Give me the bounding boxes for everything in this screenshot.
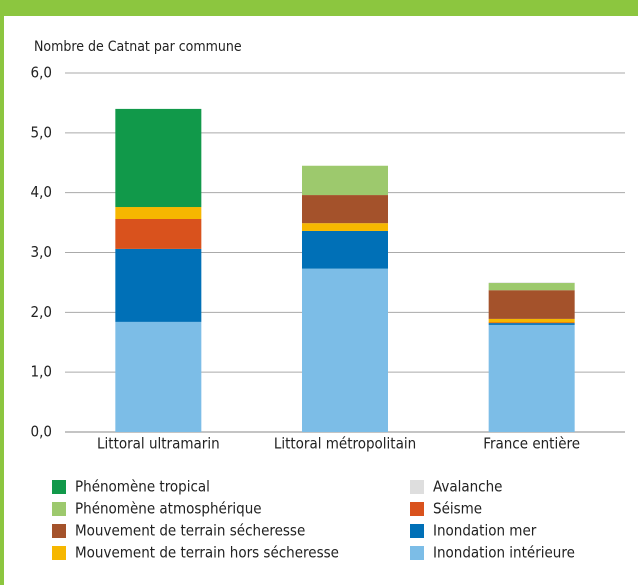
header-banner (0, 0, 638, 16)
bar-segment (115, 248, 202, 322)
legend-swatch (52, 524, 66, 538)
legend-swatch (52, 546, 66, 560)
legend-swatch (410, 524, 424, 538)
y-tick-label: 2,0 (31, 303, 52, 321)
legend-label: Avalanche (433, 478, 502, 496)
y-tick-label: 4,0 (31, 183, 52, 201)
y-tick-label: 1,0 (31, 363, 52, 381)
bar-segment (302, 230, 388, 269)
legend-label: Phénomène atmosphérique (75, 500, 262, 518)
legend-label: Inondation intérieure (433, 544, 575, 562)
legend-label: Inondation mer (433, 522, 537, 540)
bar-segment (488, 282, 575, 284)
x-tick-label: Littoral métropolitain (274, 435, 416, 453)
bar-segment (302, 268, 388, 432)
bar-segment (488, 324, 575, 432)
legend-label: Mouvement de terrain hors sécheresse (75, 544, 339, 562)
bar-segment (302, 223, 388, 231)
bar-segment (115, 218, 202, 249)
bar-segment (115, 321, 202, 432)
bar-segment (488, 283, 575, 291)
bar-segment (115, 108, 202, 208)
side-border (0, 0, 4, 585)
legend-swatch (410, 502, 424, 516)
bar-segment (302, 165, 388, 196)
legend-swatch (410, 546, 424, 560)
bar-segment (115, 207, 202, 219)
bar-segment (302, 195, 388, 224)
legend-swatch (52, 480, 66, 494)
y-tick-label: 0,0 (31, 423, 52, 441)
chart-title: Nombre de Catnat par commune (34, 39, 242, 55)
bar-segment (488, 318, 575, 323)
legend-label: Séisme (433, 500, 482, 518)
legend-swatch (52, 502, 66, 516)
y-tick-label: 3,0 (31, 243, 52, 261)
legend-swatch (410, 480, 424, 494)
x-tick-label: Littoral ultramarin (97, 435, 220, 453)
y-tick-label: 5,0 (31, 123, 52, 141)
y-tick-label: 6,0 (31, 64, 52, 82)
bar-segment (488, 322, 575, 324)
bar-segment (488, 323, 575, 325)
bar-segment (488, 290, 575, 319)
x-tick-label: France entière (483, 435, 580, 453)
legend-label: Mouvement de terrain sécheresse (75, 522, 305, 540)
legend-label: Phénomène tropical (75, 478, 210, 496)
